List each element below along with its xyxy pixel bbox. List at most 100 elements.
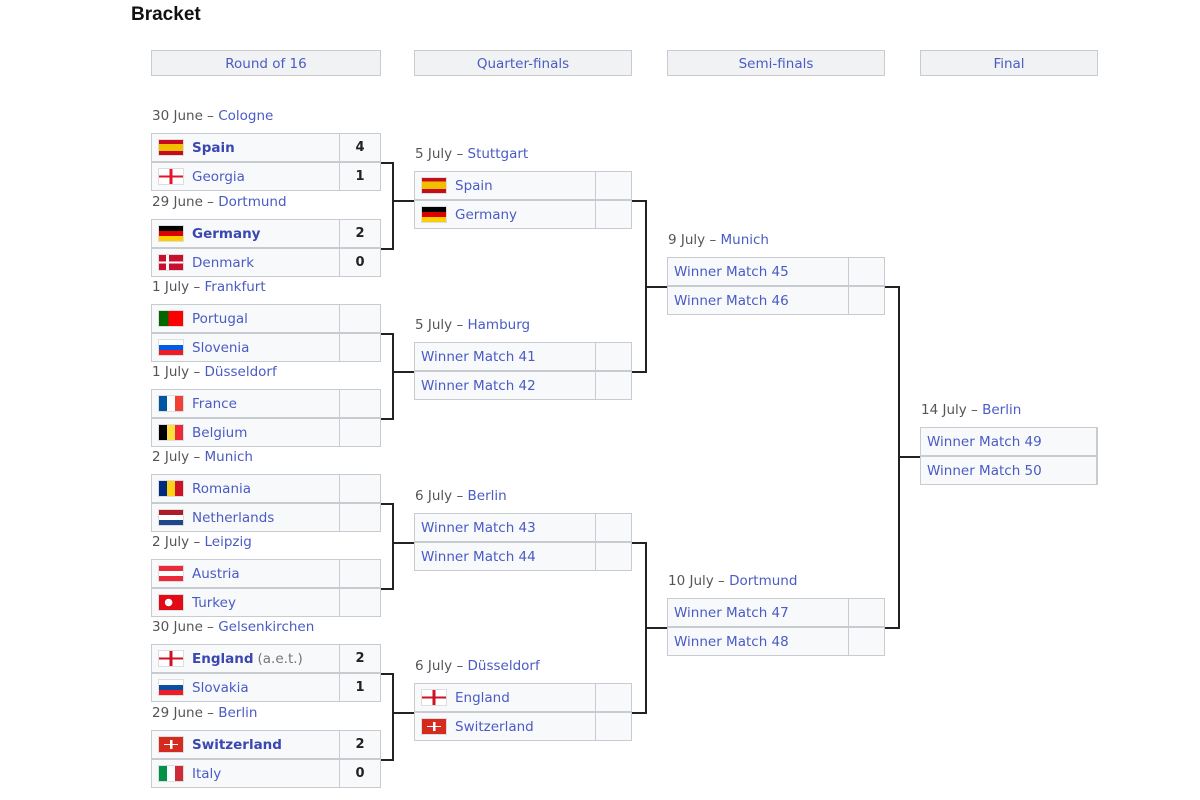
team-name[interactable]: Germany bbox=[455, 206, 518, 223]
extra-time-note: (a.e.t.) bbox=[257, 650, 303, 667]
team-row: Winner Match 49 bbox=[920, 427, 1098, 456]
match-venue-link[interactable]: Leipzig bbox=[204, 534, 252, 550]
portugal-flag-icon bbox=[158, 310, 184, 327]
team-name-cell[interactable]: Switzerland bbox=[414, 712, 596, 741]
team-name-cell[interactable]: England (a.e.t.) bbox=[151, 644, 340, 673]
match-date: 29 June – bbox=[152, 705, 219, 721]
team-name-cell[interactable]: Slovenia bbox=[151, 333, 340, 362]
match-venue-link[interactable]: Dortmund bbox=[729, 573, 798, 589]
team-name[interactable]: Winner Match 42 bbox=[421, 377, 536, 394]
team-name[interactable]: France bbox=[192, 395, 237, 412]
team-name-cell[interactable]: Spain bbox=[151, 133, 340, 162]
team-name[interactable]: Netherlands bbox=[192, 509, 275, 526]
spain-flag-icon bbox=[421, 177, 447, 194]
team-row: Germany bbox=[414, 200, 632, 229]
team-name-cell[interactable]: Winner Match 47 bbox=[667, 598, 849, 627]
team-name[interactable]: Belgium bbox=[192, 424, 248, 441]
team-name[interactable]: Winner Match 45 bbox=[674, 263, 789, 280]
match-venue-link[interactable]: Munich bbox=[204, 449, 254, 465]
team-name[interactable]: Switzerland bbox=[455, 718, 534, 735]
team-name-cell[interactable]: Belgium bbox=[151, 418, 340, 447]
team-name[interactable]: Switzerland bbox=[192, 736, 282, 753]
team-name-cell[interactable]: Portugal bbox=[151, 304, 340, 333]
team-name[interactable]: Winner Match 50 bbox=[927, 462, 1042, 479]
team-name[interactable]: Winner Match 47 bbox=[674, 604, 789, 621]
team-name-cell[interactable]: Georgia bbox=[151, 162, 340, 191]
team-score bbox=[340, 559, 381, 588]
team-score: 0 bbox=[340, 248, 381, 277]
team-name-cell[interactable]: Germany bbox=[151, 219, 340, 248]
team-name-cell[interactable]: Winner Match 44 bbox=[414, 542, 596, 571]
team-name[interactable]: Winner Match 49 bbox=[927, 433, 1042, 450]
team-name-cell[interactable]: Romania bbox=[151, 474, 340, 503]
team-name[interactable]: Spain bbox=[455, 177, 493, 194]
team-name[interactable]: Denmark bbox=[192, 254, 255, 271]
team-name[interactable]: England bbox=[455, 689, 510, 706]
team-name[interactable]: Georgia bbox=[192, 168, 245, 185]
team-name[interactable]: Winner Match 48 bbox=[674, 633, 789, 650]
denmark-flag-icon bbox=[158, 254, 184, 271]
team-name-cell[interactable]: Germany bbox=[414, 200, 596, 229]
bracket-connector-line bbox=[632, 200, 645, 202]
match-venue-link[interactable]: Stuttgart bbox=[467, 146, 529, 162]
match-venue-link[interactable]: Berlin bbox=[218, 705, 258, 721]
team-score bbox=[596, 371, 632, 400]
match-date-venue: 2 July – Munich bbox=[152, 449, 253, 465]
team-name-cell[interactable]: Spain bbox=[414, 171, 596, 200]
team-score bbox=[596, 171, 632, 200]
team-name-cell[interactable]: France bbox=[151, 389, 340, 418]
team-name[interactable]: Germany bbox=[192, 225, 261, 242]
team-row: Slovakia 1 bbox=[151, 673, 381, 702]
team-name[interactable]: Italy bbox=[192, 765, 222, 782]
match-venue-link[interactable]: Frankfurt bbox=[204, 279, 266, 295]
team-name-cell[interactable]: Winner Match 42 bbox=[414, 371, 596, 400]
team-name-cell[interactable]: Winner Match 48 bbox=[667, 627, 849, 656]
team-name[interactable]: Winner Match 41 bbox=[421, 348, 536, 365]
team-name[interactable]: Spain bbox=[192, 139, 235, 156]
match-venue-link[interactable]: Düsseldorf bbox=[204, 364, 277, 380]
team-row: Turkey bbox=[151, 588, 381, 617]
team-row: Winner Match 44 bbox=[414, 542, 632, 571]
match-venue-link[interactable]: Berlin bbox=[982, 402, 1022, 418]
match-venue-link[interactable]: Cologne bbox=[218, 108, 274, 124]
team-name-cell[interactable]: Winner Match 46 bbox=[667, 286, 849, 315]
team-name-cell[interactable]: Denmark bbox=[151, 248, 340, 277]
match-venue-link[interactable]: Düsseldorf bbox=[467, 658, 540, 674]
team-name-cell[interactable]: Slovakia bbox=[151, 673, 340, 702]
team-name[interactable]: Austria bbox=[192, 565, 240, 582]
team-name[interactable]: Turkey bbox=[192, 594, 236, 611]
team-name[interactable]: England bbox=[192, 650, 254, 667]
match-venue-link[interactable]: Hamburg bbox=[467, 317, 531, 333]
team-name[interactable]: Slovenia bbox=[192, 339, 250, 356]
match-venue-link[interactable]: Gelsenkirchen bbox=[218, 619, 315, 635]
team-name-cell[interactable]: England bbox=[414, 683, 596, 712]
team-name-cell[interactable]: Winner Match 50 bbox=[920, 456, 1097, 485]
team-name[interactable]: Slovakia bbox=[192, 679, 249, 696]
germany-flag-icon bbox=[158, 225, 184, 242]
team-name-cell[interactable]: Italy bbox=[151, 759, 340, 788]
match-date: 29 June – bbox=[152, 194, 219, 210]
team-name-cell[interactable]: Austria bbox=[151, 559, 340, 588]
match-date: 6 July – bbox=[415, 488, 468, 504]
team-name-cell[interactable]: Winner Match 49 bbox=[920, 427, 1097, 456]
team-name[interactable]: Winner Match 44 bbox=[421, 548, 536, 565]
team-score bbox=[849, 286, 885, 315]
team-row: Georgia 1 bbox=[151, 162, 381, 191]
team-name-cell[interactable]: Switzerland bbox=[151, 730, 340, 759]
germany-flag-icon bbox=[421, 206, 447, 223]
team-name-cell[interactable]: Turkey bbox=[151, 588, 340, 617]
team-name[interactable]: Winner Match 46 bbox=[674, 292, 789, 309]
team-name-cell[interactable]: Winner Match 43 bbox=[414, 513, 596, 542]
team-name[interactable]: Romania bbox=[192, 480, 252, 497]
team-name[interactable]: Portugal bbox=[192, 310, 248, 327]
netherlands-flag-icon bbox=[158, 509, 184, 526]
match-venue-link[interactable]: Munich bbox=[720, 232, 770, 248]
team-name[interactable]: Winner Match 43 bbox=[421, 519, 536, 536]
team-row: Spain 4 bbox=[151, 133, 381, 162]
team-name-cell[interactable]: Winner Match 45 bbox=[667, 257, 849, 286]
team-score: 2 bbox=[340, 730, 381, 759]
match-venue-link[interactable]: Berlin bbox=[467, 488, 507, 504]
match-venue-link[interactable]: Dortmund bbox=[218, 194, 287, 210]
team-name-cell[interactable]: Winner Match 41 bbox=[414, 342, 596, 371]
team-name-cell[interactable]: Netherlands bbox=[151, 503, 340, 532]
